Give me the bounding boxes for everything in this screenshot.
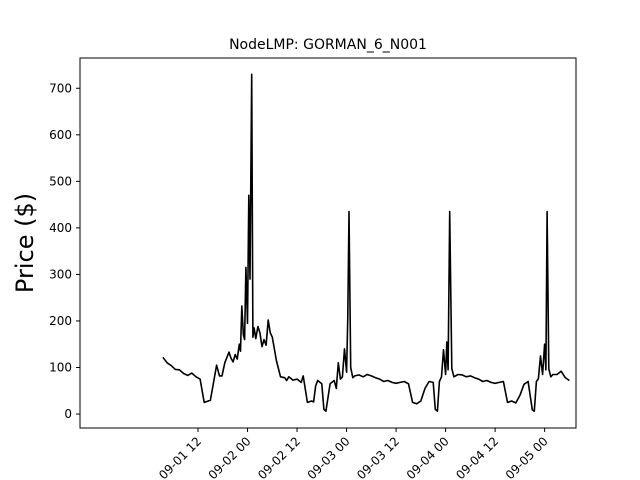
plot-frame [79,57,577,429]
y-tick-label: 0 [64,407,72,421]
y-tick-label: 200 [49,314,72,328]
y-tick-label: 600 [49,128,72,142]
price-series-line [162,73,570,413]
y-tick-label: 700 [49,81,72,95]
y-axis-label: Price ($) [11,193,39,293]
y-tick-label: 100 [49,360,72,374]
chart-title: NodeLMP: GORMAN_6_N001 [229,37,427,53]
y-tick-label: 400 [49,221,72,235]
y-tick-label: 300 [49,267,72,281]
y-tick-label: 500 [49,174,72,188]
